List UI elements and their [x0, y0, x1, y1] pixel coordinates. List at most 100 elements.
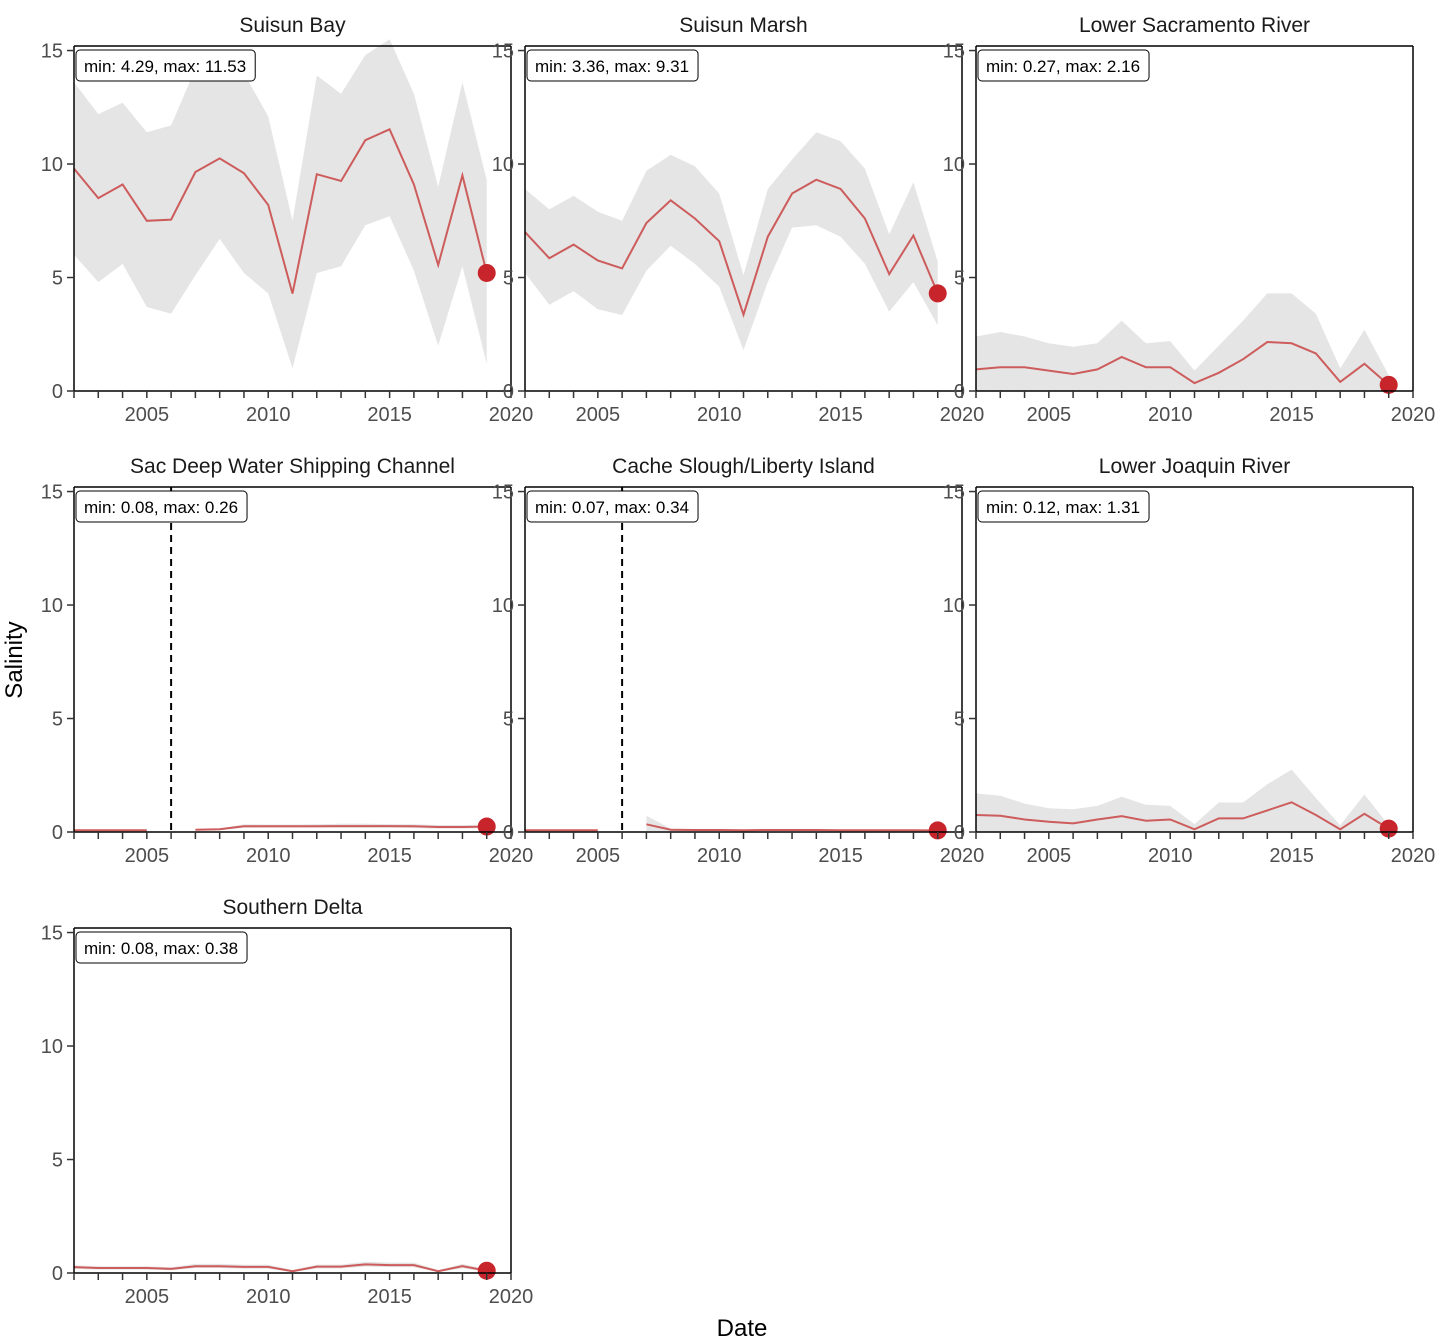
y-tick-label: 0	[52, 1263, 63, 1285]
x-tick-label: 2005	[576, 845, 621, 867]
minmax-label-box	[75, 49, 256, 82]
y-tick-label: 10	[492, 595, 514, 617]
x-tick-label: 2010	[697, 404, 742, 426]
series-line	[975, 801, 1390, 831]
y-tick-label: 0	[52, 381, 63, 403]
panel-title: Suisun Marsh	[679, 14, 807, 37]
x-tick-label: 2020	[489, 1286, 534, 1308]
panel-lower-sacramento-river: Lower Sacramento River 0 5 10 15 2005 2010 2015…	[943, 14, 1436, 426]
y-axis-title: Salinity	[1, 621, 28, 698]
panel-title: Suisun Bay	[239, 14, 346, 37]
minmax-label-text: min: 3.36, max: 9.31	[535, 57, 689, 76]
minmax-label-text: min: 0.07, max: 0.34	[535, 498, 689, 517]
y-tick-label: 15	[41, 923, 63, 945]
y-tick-label: 0	[503, 381, 514, 403]
x-tick-label: 2020	[489, 845, 534, 867]
y-tick-label: 10	[492, 154, 514, 176]
series-line	[975, 340, 1390, 386]
x-tick-label: 2015	[818, 845, 863, 867]
y-tick-label: 5	[503, 268, 514, 290]
last-value-point	[477, 1261, 496, 1280]
x-tick-label: 2005	[125, 1286, 170, 1308]
x-tick-label: 2005	[1027, 845, 1072, 867]
y-tick-label: 15	[492, 41, 514, 63]
y-tick-label: 5	[52, 268, 63, 290]
minmax-label-text: min: 0.08, max: 0.26	[84, 498, 238, 517]
y-tick-label: 15	[943, 41, 965, 63]
y-tick-label: 0	[52, 822, 63, 844]
y-tick-label: 5	[954, 709, 965, 731]
range-ribbon	[646, 815, 938, 831]
y-tick-label: 5	[954, 268, 965, 290]
minmax-label-box	[977, 49, 1150, 82]
panel-title: Cache Slough/Liberty Island	[612, 455, 875, 478]
last-value-point	[1379, 375, 1398, 394]
panel-suisun-marsh: Suisun Marsh 0 5 10 15 2005 2010 2015 2020 min: 3…	[492, 14, 985, 426]
panel-title: Lower Joaquin River	[1099, 455, 1290, 478]
panel-title: Southern Delta	[222, 896, 362, 919]
x-tick-label: 2005	[125, 845, 170, 867]
y-tick-label: 10	[41, 595, 63, 617]
x-tick-label: 2005	[1027, 404, 1072, 426]
minmax-label-box	[526, 49, 699, 82]
series-line	[195, 825, 487, 831]
minmax-label-text: min: 0.12, max: 1.31	[986, 498, 1140, 517]
minmax-label-text: min: 0.27, max: 2.16	[986, 57, 1140, 76]
last-value-point	[928, 284, 947, 303]
y-tick-label: 10	[41, 154, 63, 176]
x-axis-title: Date	[717, 1315, 768, 1342]
y-tick-label: 10	[943, 595, 965, 617]
y-tick-label: 10	[943, 154, 965, 176]
y-tick-label: 0	[503, 822, 514, 844]
y-tick-label: 15	[492, 482, 514, 504]
last-value-point	[477, 263, 496, 282]
y-tick-label: 5	[52, 1150, 63, 1172]
range-ribbon	[74, 39, 487, 369]
y-tick-label: 15	[943, 482, 965, 504]
minmax-label-box	[526, 490, 699, 523]
series-line	[524, 178, 939, 318]
x-tick-label: 2010	[246, 845, 291, 867]
x-tick-label: 2020	[1391, 404, 1436, 426]
range-ribbon	[976, 293, 1389, 391]
y-tick-label: 0	[954, 381, 965, 403]
minmax-label-text: min: 4.29, max: 11.53	[84, 57, 246, 76]
x-tick-label: 2005	[576, 404, 621, 426]
last-value-point	[477, 817, 496, 836]
x-tick-label: 2015	[367, 845, 412, 867]
panel-sac-deep-water-shipping-channel: Sac Deep Water Shipping Channel 0 5 10 15 200…	[41, 455, 534, 867]
panel-title: Sac Deep Water Shipping Channel	[130, 455, 455, 478]
x-tick-label: 2015	[367, 1286, 412, 1308]
minmax-label-box	[75, 931, 248, 964]
panel-southern-delta: Southern Delta 0 5 10 15 2005 2010 2015 2020 min:…	[41, 896, 534, 1308]
panel-suisun-bay: Suisun Bay 0 5 10 15 2005 2010 2015 2020 min: 4.2…	[41, 14, 534, 426]
y-tick-label: 15	[41, 482, 63, 504]
x-tick-label: 2020	[940, 845, 985, 867]
last-value-point	[1379, 819, 1398, 838]
x-tick-label: 2010	[1148, 845, 1193, 867]
range-ribbon	[976, 769, 1389, 832]
x-tick-label: 2020	[940, 404, 985, 426]
y-tick-label: 10	[41, 1036, 63, 1058]
facet-panels: Suisun Bay 0 5 10 15 2005 2010 2015 2020 min: 4.2…	[41, 14, 1436, 1308]
x-tick-label: 2020	[1391, 845, 1436, 867]
minmax-label-box	[977, 490, 1150, 523]
x-tick-label: 2020	[489, 404, 534, 426]
series-line	[73, 1263, 487, 1273]
x-tick-label: 2010	[697, 845, 742, 867]
y-tick-label: 15	[41, 41, 63, 63]
x-tick-label: 2015	[1269, 845, 1314, 867]
minmax-label-box	[75, 490, 248, 523]
x-tick-label: 2015	[1269, 404, 1314, 426]
x-tick-label: 2010	[246, 404, 291, 426]
x-tick-label: 2015	[367, 404, 412, 426]
panel-cache-slough-liberty-island: Cache Slough/Liberty Island 0 5 10 15 2005 201…	[492, 455, 985, 867]
x-tick-label: 2010	[246, 1286, 291, 1308]
last-value-point	[928, 821, 947, 840]
panel-title: Lower Sacramento River	[1079, 14, 1310, 37]
x-tick-label: 2010	[1148, 404, 1193, 426]
x-tick-label: 2005	[125, 404, 170, 426]
y-tick-label: 5	[503, 709, 514, 731]
panel-lower-joaquin-river: Lower Joaquin River 0 5 10 15 2005 2010 2015 202…	[943, 455, 1436, 867]
